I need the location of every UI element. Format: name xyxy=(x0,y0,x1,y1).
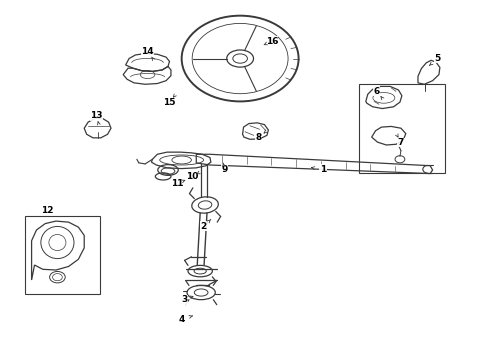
Text: 8: 8 xyxy=(255,133,262,142)
Text: 2: 2 xyxy=(200,222,207,231)
Text: 14: 14 xyxy=(141,47,154,56)
Text: 16: 16 xyxy=(266,37,278,46)
Bar xyxy=(25,216,100,294)
Text: 13: 13 xyxy=(90,111,102,120)
Text: 12: 12 xyxy=(42,206,54,215)
Text: 1: 1 xyxy=(320,165,326,174)
Text: 11: 11 xyxy=(171,179,183,188)
Text: 7: 7 xyxy=(398,138,404,147)
Bar xyxy=(360,84,445,173)
Text: 3: 3 xyxy=(181,295,187,304)
Text: 9: 9 xyxy=(221,165,228,174)
Text: 5: 5 xyxy=(434,54,441,63)
Text: 4: 4 xyxy=(178,315,185,324)
Text: 6: 6 xyxy=(373,87,380,96)
Text: 10: 10 xyxy=(186,172,198,181)
Text: 15: 15 xyxy=(163,98,176,107)
